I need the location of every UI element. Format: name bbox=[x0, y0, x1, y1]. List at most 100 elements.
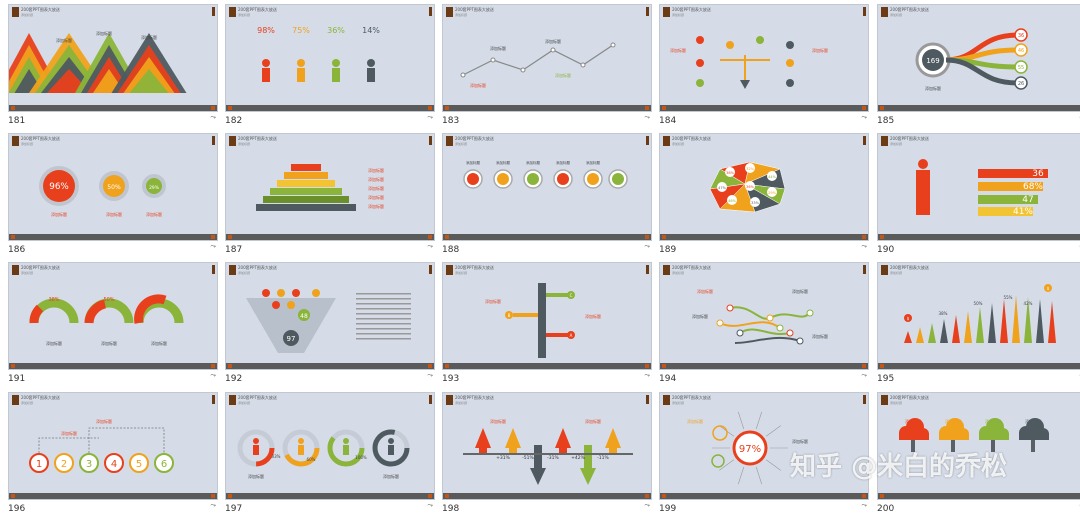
slide-thumbnail[interactable]: 添加标题 添加标题 200套PPT图表大放送 添加标题 184 ⤳ bbox=[659, 4, 869, 129]
slide-preview[interactable]: 添加标题 添加标题 添加标题 添加标题 添加标题 200套PPT图表大放送 添加标题 bbox=[442, 133, 652, 241]
slide-subtitle: 添加标题 bbox=[238, 142, 251, 146]
slide-thumbnail[interactable]: 添加标题 添加标题 添加标题 添加标题 添加标题 200套PPT图表大放送 添加标题 188 ⤳ bbox=[442, 133, 652, 258]
slide-thumbnail[interactable]: +31% -51% -31% +42% -11% 添加标题 添加标题 200套PPT图表大放送… bbox=[442, 392, 652, 517]
person-head bbox=[297, 59, 305, 67]
transition-icon[interactable]: ⤳ bbox=[644, 242, 650, 250]
transition-icon[interactable]: ⤳ bbox=[644, 371, 650, 379]
slide-preview[interactable]: 添加标题 添加标题 添加标题 添加标题 200套PPT图表大放送 添加标题 bbox=[877, 392, 1080, 500]
slide-thumbnail[interactable]: 98% 75% 36% 14% 200套PPT图表大放送 添加标题 182 ⤳ bbox=[225, 4, 435, 129]
transition-icon[interactable]: ⤳ bbox=[210, 371, 216, 379]
person-head bbox=[918, 159, 928, 169]
person-body bbox=[253, 445, 259, 455]
network-path bbox=[719, 321, 781, 329]
pyramid-layer bbox=[277, 180, 335, 187]
slide-preview[interactable]: 169 36 46 55 26 添加标题 200套PPT图表大放送 添加标题 bbox=[877, 4, 1080, 112]
main-value: 97% bbox=[739, 444, 761, 455]
slide-preview[interactable]: 1 2 3 4 5 6 添加标题 添加标题 200套PPT图表大放送 添加标题 bbox=[8, 392, 218, 500]
slide-preview[interactable]: 33% 60% 100% 添加标题 添加标题 200套PPT图表大放送 添加标题 bbox=[225, 392, 435, 500]
slide-corner-bar bbox=[863, 136, 866, 145]
slide-thumbnail[interactable]: 添加标题 添加标题 添加标题 添加标题 添加标题 200套PPT图表大放送 添加标题 187 ⤳ bbox=[225, 133, 435, 258]
slide-text: 添加标题 bbox=[1025, 418, 1041, 424]
mesh-value: 32% bbox=[746, 167, 754, 171]
circle-number: 1 bbox=[36, 459, 42, 470]
slide-text: 60% bbox=[307, 457, 316, 462]
person-head bbox=[262, 59, 270, 67]
slide-preview[interactable]: $ $38% 50% 55% 42% 200套PPT图表大放送 添加标题 bbox=[877, 262, 1080, 370]
slide-preview[interactable]: 添加标题 添加标题 200套PPT图表大放送 添加标题 bbox=[659, 4, 869, 112]
icon-node bbox=[786, 41, 794, 49]
transition-icon[interactable]: ⤳ bbox=[644, 113, 650, 121]
slide-corner-bar bbox=[429, 265, 432, 274]
slide-preview[interactable]: 添加标题 添加标题 添加标题 添加标题 200套PPT图表大放送 添加标题 bbox=[442, 4, 652, 112]
slide-footer bbox=[443, 493, 651, 499]
slide-thumbnail[interactable]: 96% 添加标题 50% 添加标题 29% 添加标题 200套PPT图表大放送 添加标题 186… bbox=[8, 133, 218, 258]
slide-text: 添加标题 bbox=[945, 418, 961, 424]
slide-logo bbox=[12, 136, 19, 146]
slide-text: 添加标题 bbox=[545, 38, 561, 44]
slide-thumbnail[interactable]: 添加标题 添加标题 添加标题 添加标题 200套PPT图表大放送 添加标题 183 ⤳ bbox=[442, 4, 652, 129]
slide-thumbnail[interactable]: C B A 添加标题 添加标题 200套PPT图表大放送 添加标题 193 ⤳ bbox=[442, 262, 652, 387]
slide-preview[interactable]: 38% 32% 44% 47% 36% 29% 46% 33% 200套PPT图表大放送 添加标题 bbox=[659, 133, 869, 241]
next-arrow-icon bbox=[862, 494, 866, 498]
transition-icon[interactable]: ⤳ bbox=[427, 113, 433, 121]
slide-text: 添加标题 bbox=[151, 340, 167, 346]
slide-text: 添加标题 bbox=[383, 473, 399, 479]
slide-preview[interactable]: 36 68% 47 41% 200套PPT图表大放送 添加标题 bbox=[877, 133, 1080, 241]
transition-icon[interactable]: ⤳ bbox=[210, 242, 216, 250]
slide-thumbnail[interactable]: 38% 32% 44% 47% 36% 29% 46% 33% 200套PPT图表大放送 添加标题… bbox=[659, 133, 869, 258]
slide-thumbnail[interactable]: 添加标题 添加标题 添加标题 添加标题 200套PPT图表大放送 添加标题 194 ⤳ bbox=[659, 262, 869, 387]
transition-icon[interactable]: ⤳ bbox=[644, 501, 650, 509]
cone bbox=[988, 303, 996, 343]
tree-root bbox=[740, 80, 750, 89]
slide-text: 添加标题 bbox=[106, 211, 122, 217]
slide-preview[interactable]: +31% -51% -31% +42% -11% 添加标题 添加标题 200套PPT图表大放送… bbox=[442, 392, 652, 500]
flow-end bbox=[1014, 28, 1028, 42]
slide-preview[interactable]: 添加标题 添加标题 添加标题 添加标题 200套PPT图表大放送 添加标题 bbox=[659, 262, 869, 370]
transition-icon[interactable]: ⤳ bbox=[210, 113, 216, 121]
slide-text: 添加标题 bbox=[368, 194, 384, 200]
donut-fill bbox=[372, 429, 410, 467]
cone bbox=[904, 331, 912, 343]
slide-thumbnail[interactable]: 48 97 200套PPT图表大放送 添加标题 192 ⤳ bbox=[225, 262, 435, 387]
slide-thumbnail[interactable]: 38% 添加标题 50% 添加标题 78% 添加标题 200套PPT图表大放送 添加标题 191… bbox=[8, 262, 218, 387]
slide-thumbnail[interactable]: 97% 添加标题 添加标题 200套PPT图表大放送 添加标题 199 ⤳ bbox=[659, 392, 869, 517]
next-arrow-icon bbox=[211, 494, 215, 498]
ring-fill bbox=[103, 175, 125, 197]
next-arrow-icon bbox=[428, 364, 432, 368]
funnel-ball bbox=[272, 301, 280, 309]
milestone-letter: C bbox=[570, 293, 573, 298]
slide-preview[interactable]: 添加标题 添加标题 添加标题 添加标题 添加标题 200套PPT图表大放送 添加标题 bbox=[225, 133, 435, 241]
transition-icon[interactable]: ⤳ bbox=[427, 501, 433, 509]
slide-thumbnail[interactable]: 添加标题 添加标题 添加标题 200套PPT图表大放送 添加标题 181 ⤳ bbox=[8, 4, 218, 129]
slide-logo bbox=[663, 7, 670, 17]
slide-preview[interactable]: 96% 添加标题 50% 添加标题 29% 添加标题 200套PPT图表大放送 添加标题 bbox=[8, 133, 218, 241]
ray bbox=[755, 466, 763, 485]
transition-icon[interactable]: ⤳ bbox=[861, 242, 867, 250]
slide-thumbnail[interactable]: 33% 60% 100% 添加标题 添加标题 200套PPT图表大放送 添加标题 197 ⤳ bbox=[225, 392, 435, 517]
transition-icon[interactable]: ⤳ bbox=[861, 113, 867, 121]
slide-title: 200套PPT图表大放送 bbox=[455, 265, 494, 270]
mesh-value: 44% bbox=[768, 175, 776, 179]
arrow-up bbox=[475, 428, 491, 455]
slide-preview[interactable]: 98% 75% 36% 14% 200套PPT图表大放送 添加标题 bbox=[225, 4, 435, 112]
cloud-base bbox=[899, 433, 929, 440]
slide-preview[interactable]: 添加标题 添加标题 添加标题 200套PPT图表大放送 添加标题 bbox=[8, 4, 218, 112]
slide-preview[interactable]: 97% 添加标题 添加标题 200套PPT图表大放送 添加标题 bbox=[659, 392, 869, 500]
slide-preview[interactable]: 48 97 200套PPT图表大放送 添加标题 bbox=[225, 262, 435, 370]
transition-icon[interactable]: ⤳ bbox=[427, 242, 433, 250]
prev-arrow-icon bbox=[228, 235, 232, 239]
mesh-value: 29% bbox=[768, 191, 776, 195]
slide-preview[interactable]: C B A 添加标题 添加标题 200套PPT图表大放送 添加标题 bbox=[442, 262, 652, 370]
transition-icon[interactable]: ⤳ bbox=[861, 371, 867, 379]
milestone-letter: B bbox=[508, 313, 511, 318]
transition-icon[interactable]: ⤳ bbox=[427, 371, 433, 379]
slide-thumbnail[interactable]: 1 2 3 4 5 6 添加标题 添加标题 200套PPT图表大放送 添加标题 196 ⤳ bbox=[8, 392, 218, 517]
transition-icon[interactable]: ⤳ bbox=[861, 501, 867, 509]
slide-preview[interactable]: 38% 添加标题 50% 添加标题 78% 添加标题 200套PPT图表大放送 添加标题 bbox=[8, 262, 218, 370]
transition-icon[interactable]: ⤳ bbox=[210, 501, 216, 509]
